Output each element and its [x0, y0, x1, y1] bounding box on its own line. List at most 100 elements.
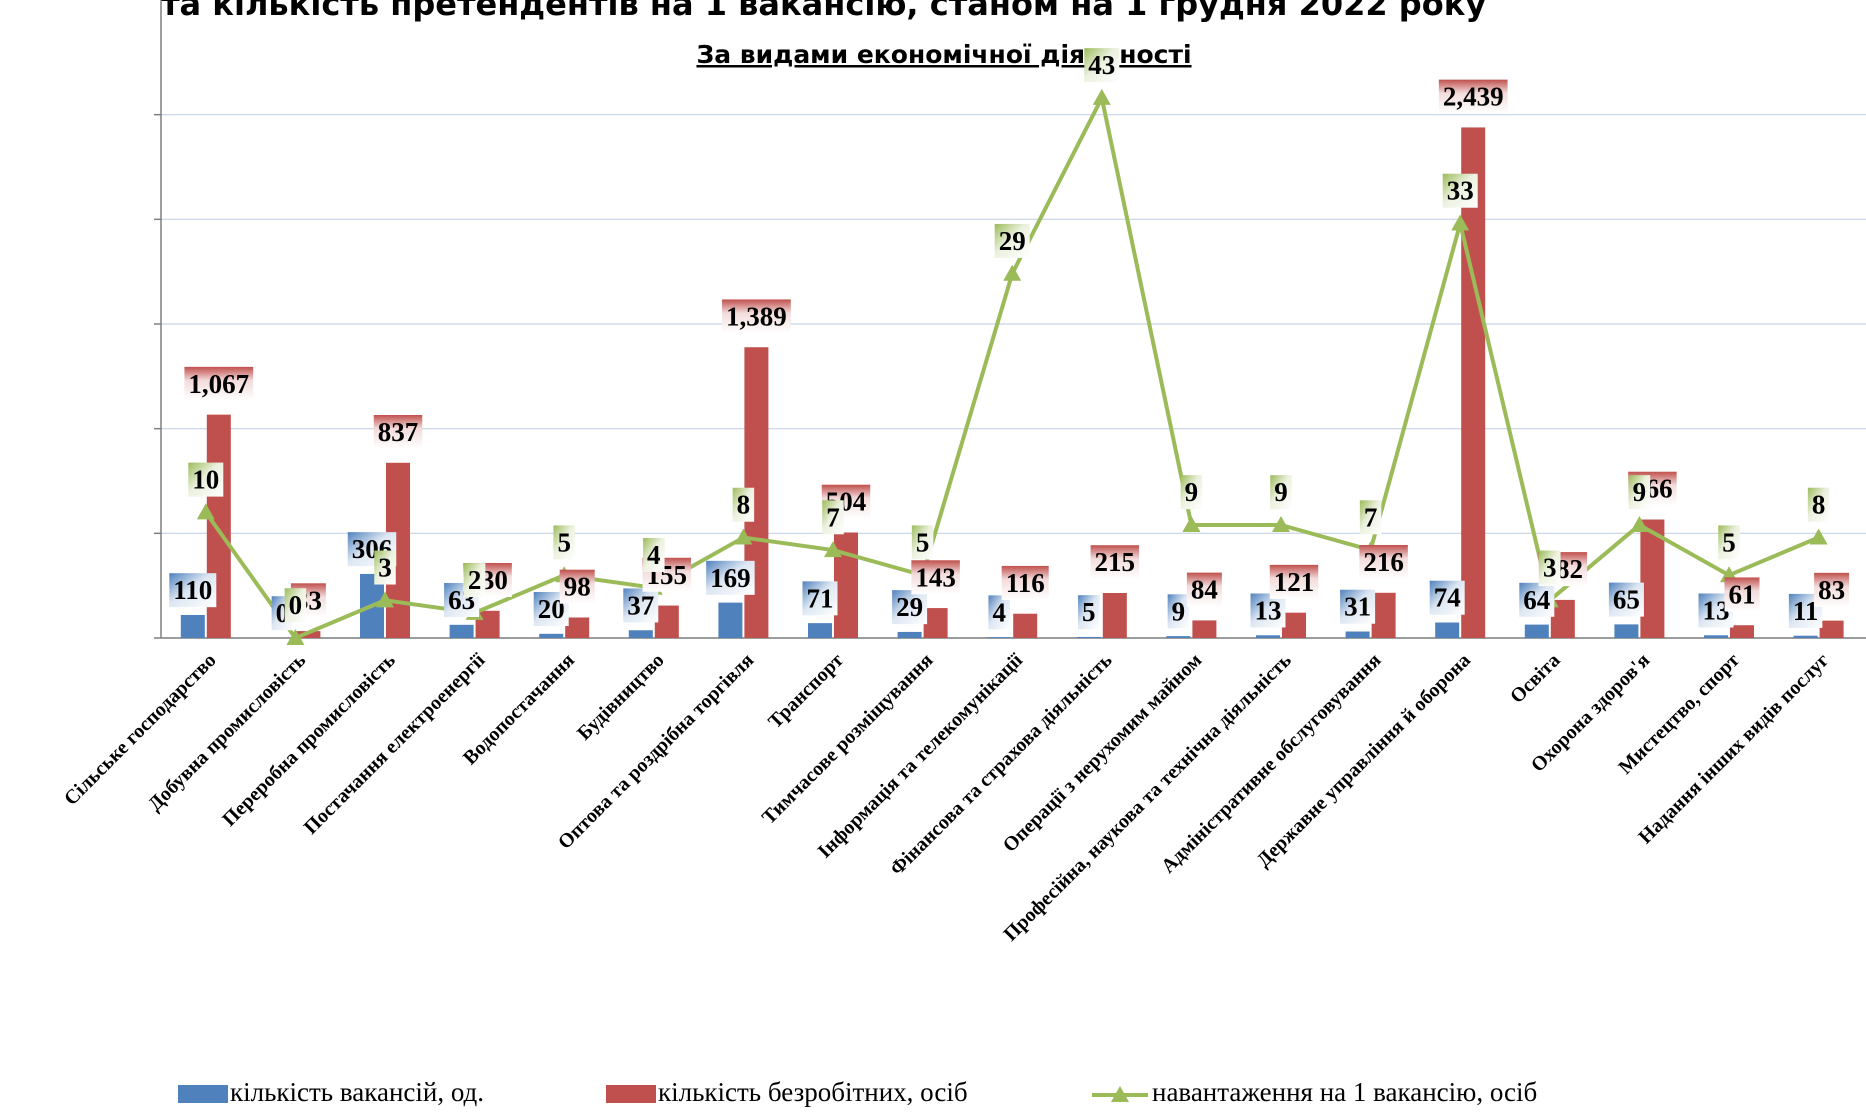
legend-swatch: [606, 1085, 656, 1103]
bar: [923, 608, 948, 638]
bar: [1793, 635, 1818, 638]
line-marker: [1003, 264, 1022, 281]
data-label-box: [994, 223, 1030, 258]
data-label: 4: [992, 597, 1006, 627]
data-label: 31: [1344, 592, 1371, 622]
data-label: 7: [826, 502, 840, 532]
data-label: 837: [378, 417, 419, 447]
data-label: 121: [1274, 567, 1315, 597]
data-label-box: [1807, 487, 1830, 522]
data-label-box: [1438, 79, 1508, 114]
line-marker: [1182, 515, 1201, 532]
bar: [1461, 127, 1486, 638]
x-tick-label: Будівництво: [573, 649, 668, 744]
x-tick-label: Тимчасове розміщування: [758, 649, 938, 829]
line-marker: [1092, 88, 1111, 105]
x-tick-label: Оптова та роздрібна торгівля: [554, 649, 759, 854]
line-marker: [376, 591, 394, 608]
data-label: 10: [192, 465, 219, 495]
data-label-box: [184, 366, 254, 401]
data-label: 216: [1363, 547, 1404, 577]
data-label-box: [1442, 173, 1478, 208]
data-label-box: [1340, 589, 1376, 624]
x-tick-label: Транспорт: [764, 649, 848, 733]
data-label-box: [1814, 572, 1850, 607]
data-label: 3: [378, 553, 392, 583]
data-label: 9: [1274, 477, 1288, 507]
data-label-box: [559, 569, 595, 604]
x-tick-label: Операції з нерухомим майном: [999, 649, 1206, 856]
bar: [987, 637, 1012, 638]
bar: [834, 532, 858, 638]
bar: [1704, 635, 1728, 638]
x-tick-label: Постачання електроенергії: [300, 649, 490, 839]
bar: [1819, 620, 1844, 638]
data-label: 5: [1722, 527, 1736, 557]
x-tick-label: Освіта: [1506, 649, 1565, 708]
data-label-box: [911, 560, 960, 595]
data-label: 98: [564, 572, 591, 602]
data-label-box: [169, 573, 217, 608]
data-label: 74: [1434, 583, 1461, 613]
bar: [718, 602, 743, 638]
data-label-box: [988, 595, 1010, 630]
data-label: 2: [468, 565, 482, 595]
data-label-box: [1718, 525, 1740, 560]
data-label-box: [1608, 582, 1644, 617]
data-label-box: [1519, 582, 1555, 617]
data-label: 61: [1729, 579, 1756, 609]
data-label: 5: [916, 527, 930, 557]
data-label: 84: [1191, 575, 1218, 605]
bar: [1102, 592, 1127, 638]
data-label-box: [1724, 577, 1760, 612]
data-label-box: [623, 588, 659, 623]
data-label: 2,439: [1443, 82, 1504, 112]
data-label-box: [1250, 593, 1286, 628]
data-label-box: [188, 462, 224, 497]
line-marker: [286, 629, 305, 645]
data-label-box: [722, 299, 791, 334]
data-label-box: [463, 563, 486, 598]
data-label: 33: [1447, 176, 1474, 206]
bar: [1524, 624, 1549, 638]
x-tick-label: Надання інших видів послуг: [1634, 649, 1833, 848]
data-label-box: [802, 581, 838, 616]
bar: [1345, 631, 1370, 638]
line-marker: [734, 528, 753, 545]
data-label: 0: [289, 590, 303, 620]
data-label-box: [1084, 48, 1120, 83]
data-label-box: [1429, 580, 1465, 615]
data-label: 116: [1006, 568, 1045, 598]
data-label: 9: [1172, 596, 1186, 626]
data-label: 65: [1613, 585, 1640, 615]
data-label: 5: [557, 527, 571, 557]
line-marker: [1809, 528, 1828, 545]
bar: [1013, 613, 1038, 638]
data-label-box: [374, 550, 396, 585]
data-label: 5: [1082, 597, 1096, 627]
data-label: 215: [1095, 547, 1136, 577]
line-marker: [1272, 515, 1290, 532]
bar: [1730, 625, 1754, 638]
bar: [1640, 519, 1665, 638]
legend-label: навантаження на 1 вакансію, осіб: [1152, 1077, 1537, 1107]
data-label: 3: [1543, 553, 1557, 583]
legend-swatch: [178, 1085, 228, 1103]
line-marker: [196, 503, 215, 520]
legend-label: кількість вакансій, од.: [230, 1077, 484, 1107]
x-tick-label: Сільське господарство: [60, 649, 221, 810]
data-label: 71: [807, 583, 834, 613]
data-label: 43: [1088, 50, 1115, 80]
line-marker: [1451, 214, 1470, 231]
chart-title: та кількість претендентів на 1 вакансію,…: [161, 0, 1486, 23]
bar: [1166, 636, 1191, 638]
bar: [565, 617, 590, 638]
bar: [808, 623, 832, 638]
bar: [449, 624, 474, 638]
data-label-box: [822, 500, 844, 535]
bar: [628, 630, 653, 638]
data-label-box: [706, 560, 755, 595]
bar: [1282, 612, 1306, 638]
data-label-box: [284, 588, 307, 623]
data-label-box: [553, 525, 575, 560]
